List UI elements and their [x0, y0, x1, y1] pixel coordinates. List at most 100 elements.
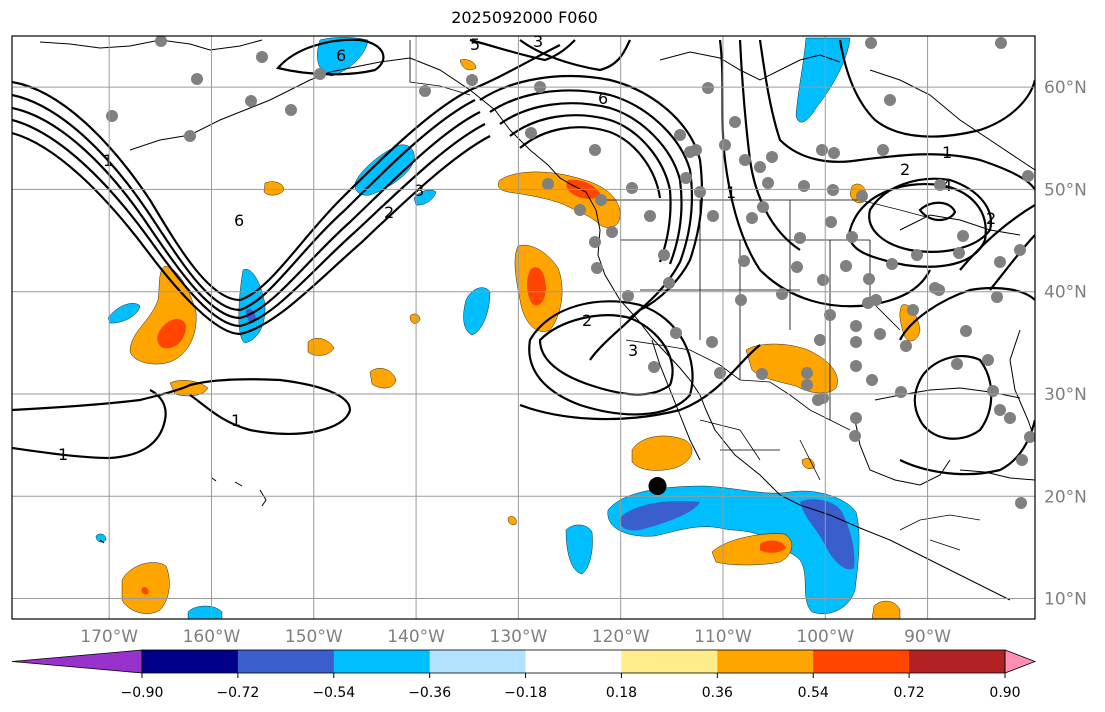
station-dot [525, 127, 537, 139]
contour-line [12, 131, 491, 336]
station-dot [314, 68, 326, 80]
station-dot [648, 361, 660, 373]
station-dot [866, 374, 878, 386]
station-dot [776, 288, 788, 300]
station-dot [702, 82, 714, 94]
contour-label-layer: 6 5 3 6 3 2 1 6 2 1 1 3 1 1 2 4 2 [58, 32, 996, 464]
station-dot [245, 95, 257, 107]
station-dot [884, 94, 896, 106]
station-dot [106, 110, 118, 122]
station-dot [606, 226, 618, 238]
longitude-label: 170°W [80, 627, 138, 647]
station-dot [285, 104, 297, 116]
station-dot [622, 290, 634, 302]
contour-label: 1 [58, 445, 68, 464]
station-dot [1024, 431, 1035, 443]
map-layers: 6 5 3 6 3 2 1 6 2 1 1 3 1 1 2 4 2 [12, 32, 1035, 619]
station-dot [812, 394, 824, 406]
station-dot [995, 37, 1007, 49]
coastline [899, 214, 1021, 236]
coastline [959, 469, 1035, 481]
station-dot [816, 144, 828, 156]
colorbar-min-extend [11, 649, 143, 674]
colorbar-max-extend [1004, 649, 1037, 674]
station-dot [155, 36, 167, 47]
contour-line [12, 389, 167, 460]
station-dot [738, 255, 750, 267]
station-dot [840, 260, 852, 272]
longitude-labels: 170°W 160°W 150°W 140°W 130°W 120°W 110°W 100°W… [80, 627, 951, 647]
contour-label: 2 [582, 311, 592, 330]
station-dot [850, 336, 862, 348]
colorbar-segment [237, 650, 335, 673]
station-dot [591, 262, 603, 274]
station-dot [798, 180, 810, 192]
station-dot [670, 327, 682, 339]
coastline [659, 51, 841, 81]
station-dot [994, 256, 1006, 268]
map-title: 2025092000 F060 [451, 8, 598, 27]
station-dot [746, 212, 758, 224]
station-dot [874, 328, 886, 340]
contour-label: 2 [986, 209, 996, 228]
station-dot [542, 178, 554, 190]
latitude-label: 20°N [1044, 487, 1087, 507]
station-dot [824, 309, 836, 321]
contour-line [519, 126, 662, 199]
contour-label: 3 [414, 181, 424, 200]
station-dot [644, 210, 656, 222]
longitude-label: 100°W [796, 627, 854, 647]
station-dot [191, 73, 203, 85]
station-dot [863, 273, 875, 285]
latitude-label: 30°N [1044, 385, 1087, 405]
station-dot [1014, 244, 1026, 256]
station-dot [706, 336, 718, 348]
contour-label: 6 [598, 89, 608, 108]
longitude-label: 160°W [183, 627, 241, 647]
station-dot [827, 184, 839, 196]
station-dot [735, 294, 747, 306]
station-dot [801, 379, 813, 391]
station-layer [106, 36, 1035, 509]
contour-line [538, 314, 674, 396]
mexico-states [699, 419, 821, 481]
station-dot [870, 294, 882, 306]
station-dot [1022, 170, 1034, 182]
station-dot [817, 274, 829, 286]
storm-center-marker [648, 477, 667, 496]
station-dot [987, 385, 999, 397]
station-dot [856, 190, 868, 202]
negative-shade [95, 533, 107, 543]
contour-line [838, 39, 1035, 138]
station-dot [1015, 497, 1027, 509]
station-dot [951, 358, 963, 370]
longitude-label: 90°W [904, 627, 951, 647]
coastline [99, 477, 267, 544]
colorbar-tick-label: −0.54 [312, 685, 355, 701]
contour-line [758, 39, 1035, 191]
station-dot [801, 367, 813, 379]
colorbar-segment [621, 650, 718, 673]
contour-line [519, 344, 761, 421]
contour-label: 1 [942, 143, 952, 162]
station-dot [658, 249, 670, 261]
contour-line [12, 93, 476, 312]
station-dot [626, 182, 638, 194]
station-dot [794, 232, 806, 244]
station-dot [934, 179, 946, 191]
coastline [869, 69, 1035, 171]
contour-line [469, 38, 576, 62]
colorbar-segment [429, 650, 527, 673]
negative-shade [619, 500, 700, 531]
contour-line [868, 177, 993, 253]
colorbar-tick-label: −0.36 [408, 685, 451, 701]
colorbar-tick-label: −0.90 [121, 685, 164, 701]
contour-label: 3 [533, 32, 543, 51]
positive-shade [527, 267, 546, 306]
colorbar-frame [141, 649, 1006, 674]
alaska-border [409, 40, 471, 96]
negative-shade [317, 37, 369, 77]
station-dot [895, 386, 907, 398]
colorbar-tick-label: 0.18 [606, 685, 637, 701]
